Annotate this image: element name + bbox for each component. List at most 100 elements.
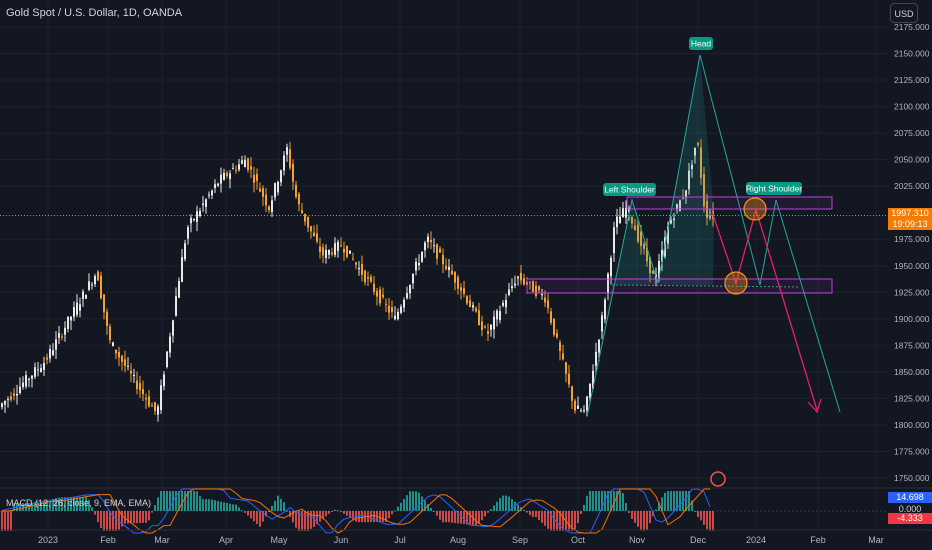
candle-body (535, 285, 537, 296)
candle-body (382, 294, 384, 298)
price-tick-label: 1925.000 (894, 287, 930, 297)
price-tick-label: 1750.000 (894, 473, 930, 483)
candle-body (463, 288, 465, 294)
candle-body (319, 246, 321, 253)
macd-bar (529, 511, 531, 516)
macd-bar (61, 497, 63, 511)
candle-body (643, 244, 645, 249)
macd-bar (526, 511, 528, 513)
macd-bar (535, 511, 537, 517)
macd-bar (28, 503, 30, 511)
price-tick-label: 1850.000 (894, 367, 930, 377)
candle-body (220, 174, 222, 184)
right-shoulder-label: Right Shoulder (746, 184, 802, 194)
candle-body (115, 349, 117, 354)
candle-body (559, 342, 561, 351)
price-tick-label: 1800.000 (894, 420, 930, 430)
macd-bar (448, 511, 450, 523)
candle-body (349, 250, 351, 254)
currency-button[interactable]: USD (890, 3, 918, 23)
macd-bar (292, 511, 294, 523)
macd-bar (427, 504, 429, 511)
macd-bar (631, 511, 633, 519)
macd-bar (616, 491, 618, 511)
candle-body (124, 359, 126, 366)
macd-bar (10, 511, 12, 531)
candle-body (130, 370, 132, 374)
projection-arrow (711, 207, 818, 411)
macd-bar (49, 499, 51, 511)
candle-body (103, 294, 105, 313)
candle-body (223, 172, 225, 180)
candle-body (472, 305, 474, 308)
candle-body (25, 375, 27, 387)
macd-bar (79, 497, 81, 511)
candle-body (250, 166, 252, 170)
macd-bar (595, 491, 597, 511)
candle-body (109, 326, 111, 341)
candle-body (13, 393, 15, 396)
macd-bar (391, 511, 393, 515)
macd-bar (223, 502, 225, 511)
candle-body (97, 271, 99, 281)
time-axis-label: Apr (219, 535, 233, 545)
macd-bar (268, 511, 270, 512)
candle-body (616, 216, 618, 228)
target-circle-lower (724, 271, 748, 295)
macd-bar (499, 498, 501, 511)
candle-body (364, 270, 366, 283)
candle-body (475, 308, 477, 312)
candle-body (697, 143, 699, 146)
candle-body (409, 285, 411, 294)
candle-body (325, 249, 327, 258)
macd-bar (73, 497, 75, 511)
candle-body (385, 303, 387, 305)
candle-body (415, 261, 417, 271)
candle-body (340, 245, 342, 247)
macd-bar (610, 491, 612, 511)
macd-bar (337, 510, 339, 512)
macd-bar (568, 511, 570, 531)
candle-body (112, 342, 114, 346)
candle-body (532, 281, 534, 292)
candle-body (226, 172, 228, 176)
candle-body (100, 275, 102, 299)
candle-body (286, 147, 288, 155)
candle-body (10, 396, 12, 400)
candle-body (400, 306, 402, 313)
macd-bar (643, 511, 645, 531)
macd-bar (484, 511, 486, 517)
candle-body (523, 278, 525, 285)
macd-bar (256, 511, 258, 524)
macd-bar (628, 511, 630, 513)
price-tick-label: 2050.000 (894, 155, 930, 165)
macd-bar (634, 511, 636, 523)
hs-pattern-fill (588, 55, 714, 412)
macd-bar (196, 491, 198, 511)
macd-bar (97, 511, 99, 522)
macd-bar (598, 491, 600, 511)
time-axis-label: Jun (334, 535, 349, 545)
macd-bar (481, 511, 483, 521)
macd-bar (253, 511, 255, 522)
macd-bar (601, 491, 603, 511)
macd-bar (4, 511, 6, 531)
candle-body (79, 304, 81, 311)
candle-body (700, 147, 702, 179)
macd-bar (250, 511, 252, 519)
macd-bar (55, 498, 57, 511)
time-axis-label: Sep (512, 535, 528, 545)
candle-body (679, 200, 681, 211)
candle-body (145, 398, 147, 400)
candle-body (64, 327, 66, 335)
candle-body (637, 224, 639, 242)
price-tick-label: 1875.000 (894, 340, 930, 350)
candle-body (694, 147, 696, 156)
candle-body (28, 378, 30, 380)
candle-body (628, 207, 630, 212)
candle-body (184, 243, 186, 260)
macd-bar (88, 499, 90, 511)
support-zone (526, 278, 833, 294)
